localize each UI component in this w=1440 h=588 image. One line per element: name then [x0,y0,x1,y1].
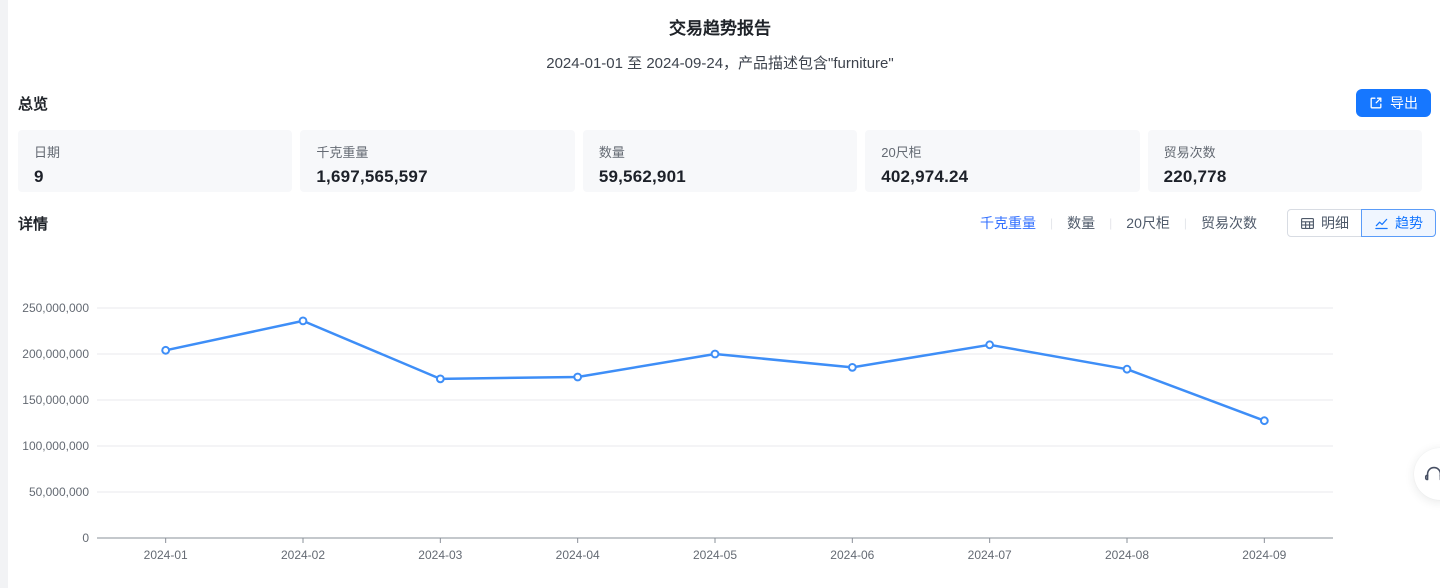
x-axis-label: 2024-05 [693,548,737,562]
view-toggle: 明细 趋势 [1287,209,1436,237]
stat-card-value: 220,778 [1163,167,1227,186]
export-button[interactable]: 导出 [1356,89,1431,117]
data-point[interactable] [435,374,445,384]
details-heading: 详情 [18,215,49,233]
tab-separator: | [1183,216,1187,230]
stat-card-label: 20尺柜 [881,145,922,160]
stat-card-value: 59,562,901 [598,167,686,186]
x-axis-label: 2024-08 [1105,548,1149,562]
data-point[interactable] [847,362,857,372]
data-point[interactable] [298,316,308,326]
x-axis-label: 2024-03 [418,548,462,562]
view-toggle-label: 趋势 [1395,215,1423,231]
tab-separator: | [1109,216,1113,230]
stat-card-value: 9 [34,167,44,186]
y-axis-label: 150,000,000 [22,393,89,407]
export-button-label: 导出 [1390,95,1418,111]
stat-card: 20尺柜 402,974.24 [865,130,1140,192]
y-axis-label: 100,000,000 [22,439,89,453]
view-toggle-trend[interactable]: 趋势 [1361,209,1436,237]
x-axis-label: 2024-09 [1242,548,1286,562]
y-axis-label: 0 [82,531,89,545]
stat-card-label: 数量 [598,145,625,160]
x-axis-label: 2024-02 [281,548,325,562]
details-toolbar: 千克重量 | 数量 | 20尺柜 | 贸易次数 明细 趋势 [980,209,1436,237]
data-point[interactable] [985,340,995,350]
view-toggle-detail[interactable]: 明细 [1287,209,1362,237]
metric-tab-1[interactable]: 千克重量 [980,215,1037,231]
stat-card: 数量 59,562,901 [582,130,858,192]
x-axis-label: 2024-01 [144,548,188,562]
metric-tab-4[interactable]: 贸易次数 [1201,215,1257,231]
export-icon [1369,96,1383,110]
trend-line-chart[interactable]: 0 50,000,000 100,000,000 150,000,000 200,000… [0,300,1360,580]
x-axis-label: 2024-06 [830,548,874,562]
overview-cards: 日期 9 千克重量 1,697,565,597 数量 59,562,901 20尺柜 402,… [18,130,1423,192]
x-axis-label: 2024-07 [968,548,1012,562]
customer-service-button[interactable] [1414,448,1440,500]
page-title: 交易趋势报告 [669,19,771,38]
data-point[interactable] [1122,364,1132,374]
y-axis-label: 250,000,000 [22,301,89,315]
trend-line-series [164,319,1266,422]
stat-card-label: 日期 [34,145,61,160]
stat-card-value: 1,697,565,597 [316,167,428,186]
data-point[interactable] [1259,416,1269,426]
view-toggle-label: 明细 [1321,215,1349,231]
data-point[interactable] [710,349,720,359]
data-point[interactable] [161,345,171,355]
details-row: 详情 千克重量 | 数量 | 20尺柜 | 贸易次数 明细 趋势 [18,208,1436,238]
trend-icon [1374,216,1389,231]
stat-card: 日期 9 [18,130,293,192]
table-icon [1300,216,1315,231]
left-gutter [0,0,8,588]
x-axis-label: 2024-04 [556,548,600,562]
stat-card-label: 千克重量 [316,145,369,160]
data-point[interactable] [573,372,583,382]
overview-heading: 总览 [18,95,49,113]
stat-card-value: 402,974.24 [881,167,969,186]
metric-tab-3[interactable]: 20尺柜 [1126,215,1170,231]
page-subtitle: 2024-01-01 至 2024-09-24，产品描述包含"furniture… [546,55,894,72]
report-header: 交易趋势报告 2024-01-01 至 2024-09-24，产品描述包含"fu… [0,14,1440,73]
y-axis-label: 200,000,000 [22,347,89,361]
tab-separator: | [1050,216,1054,230]
stat-card: 贸易次数 220,778 [1147,130,1423,192]
overview-row: 总览 导出 [18,88,1431,118]
line-chart-canvas: 0 50,000,000 100,000,000 150,000,000 200,000… [22,301,1333,562]
metric-tab-2[interactable]: 数量 [1067,215,1096,231]
stat-card: 千克重量 1,697,565,597 [300,130,575,192]
y-axis-label: 50,000,000 [29,485,89,499]
headset-icon [1414,463,1440,485]
stat-card-label: 贸易次数 [1163,145,1216,160]
metric-tabs: 千克重量 | 数量 | 20尺柜 | 贸易次数 [980,213,1257,233]
